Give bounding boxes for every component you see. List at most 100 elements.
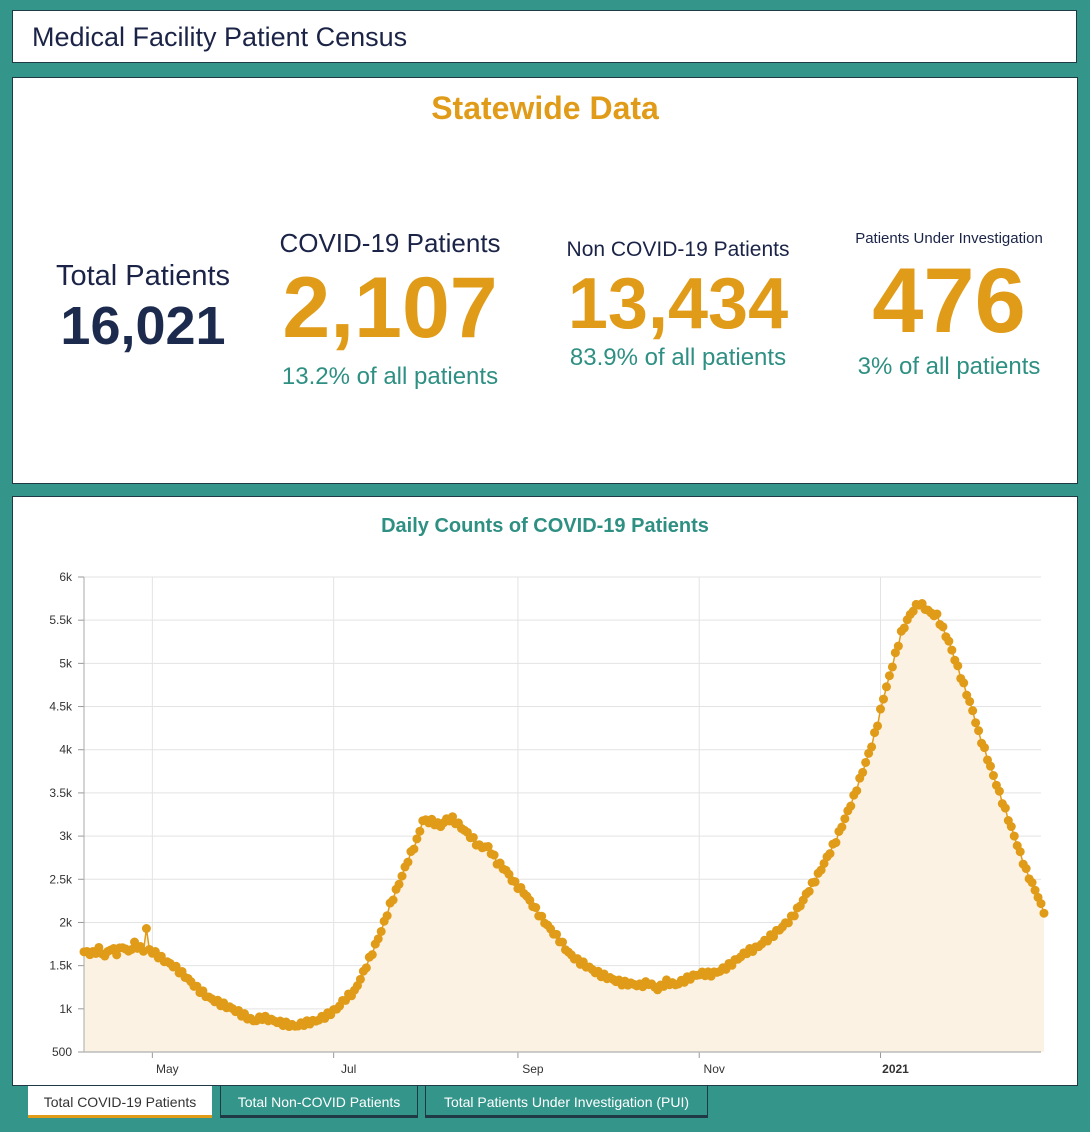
chart-points <box>79 599 1049 1032</box>
data-point <box>965 696 975 706</box>
data-point <box>825 849 835 859</box>
stat-value: 13,434 <box>567 264 789 344</box>
y-tick-label: 500 <box>52 1045 72 1059</box>
data-point <box>985 761 995 771</box>
data-point <box>837 822 847 832</box>
data-point <box>858 767 868 777</box>
data-point <box>861 757 871 767</box>
chart-title: Daily Counts of COVID-19 Patients <box>381 515 709 537</box>
data-point <box>388 895 398 905</box>
stat-percent: 13.2% of all patients <box>281 363 499 390</box>
app-title: Medical Facility Patient Census <box>32 22 408 52</box>
data-point <box>867 742 877 752</box>
stat-percent: 3% of all patients <box>857 353 1041 380</box>
series-area <box>84 603 1044 1052</box>
data-point <box>1006 822 1016 832</box>
y-tick-label: 3k <box>59 829 73 843</box>
data-point <box>1009 831 1019 841</box>
data-point <box>552 929 562 939</box>
data-point <box>403 857 413 867</box>
data-point <box>994 786 1004 796</box>
data-point <box>947 645 957 655</box>
x-tick-label: Nov <box>704 1062 725 1076</box>
x-tick-label: Jul <box>341 1062 356 1076</box>
data-point <box>887 662 897 672</box>
data-point <box>840 814 850 824</box>
stat-value: 16,021 <box>60 296 226 356</box>
data-point <box>881 682 891 692</box>
data-point <box>394 879 404 889</box>
statewide-stats-panel: Statewide Data Total Patients 16,021 COV… <box>12 77 1078 484</box>
data-point <box>537 911 547 921</box>
y-tick-label: 5k <box>59 656 73 670</box>
stat-covid-patients: COVID-19 Patients 2,107 13.2% of all pat… <box>265 228 515 391</box>
data-point <box>141 924 151 933</box>
data-point <box>510 877 520 887</box>
daily-counts-chart[interactable]: 500 1k 1.5k 2k 2.5k 3k 3.5k 4k 4.5k 5k 5.5k 6k May Ju… <box>13 497 1077 1085</box>
tab-total-pui[interactable]: Total Patients Under Investigation (PUI) <box>425 1086 708 1118</box>
data-point <box>899 623 909 633</box>
data-point <box>558 937 567 947</box>
y-tick-label: 5.5k <box>49 613 73 627</box>
data-point <box>112 950 122 960</box>
data-point <box>876 704 886 714</box>
data-point <box>974 726 984 736</box>
stat-percent: 83.9% of all patients <box>569 344 787 371</box>
data-point <box>988 771 998 781</box>
y-tick-label: 6k <box>59 570 73 584</box>
data-point <box>382 911 392 921</box>
data-point <box>1027 878 1037 888</box>
data-point <box>893 641 903 651</box>
data-point <box>804 886 814 896</box>
x-tick-label: May <box>156 1062 179 1076</box>
chart-panel: Daily Counts of COVID-19 Patients 500 1k 1… <box>12 496 1078 1086</box>
data-point <box>468 832 478 842</box>
data-point <box>783 918 793 928</box>
y-tick-label: 2k <box>59 915 73 929</box>
data-point <box>971 718 981 728</box>
data-point <box>810 877 820 887</box>
y-tick-label: 3.5k <box>49 786 73 800</box>
stat-label: COVID-19 Patients <box>279 228 501 258</box>
x-tick-label: 2021 <box>882 1062 909 1076</box>
data-point <box>968 706 978 716</box>
y-tick-label: 1.5k <box>49 959 73 973</box>
data-point <box>959 678 969 688</box>
stat-non-covid-patients: Non COVID-19 Patients 13,434 83.9% of al… <box>553 238 803 372</box>
data-point <box>1000 803 1010 813</box>
stat-value: 2,107 <box>282 260 498 356</box>
data-point <box>531 903 541 913</box>
y-tick-label: 1k <box>59 1002 73 1016</box>
data-point <box>373 934 383 944</box>
data-point <box>367 950 377 960</box>
stat-label: Non COVID-19 Patients <box>566 238 790 261</box>
chart-labels: 500 1k 1.5k 2k 2.5k 3k 3.5k 4k 4.5k 5k 5.5k 6k May Ju… <box>49 570 909 1076</box>
stat-label: Total Patients <box>55 260 231 292</box>
tab-total-non-covid[interactable]: Total Non-COVID Patients <box>220 1086 418 1118</box>
data-point <box>938 622 948 632</box>
data-point <box>1036 899 1046 909</box>
stat-label: Patients Under Investigation <box>855 230 1043 247</box>
data-point <box>831 838 841 848</box>
x-tick-label: Sep <box>522 1062 544 1076</box>
data-point <box>448 812 458 822</box>
stat-value: 476 <box>872 250 1026 352</box>
data-point <box>397 871 407 881</box>
tab-total-covid[interactable]: Total COVID-19 Patients <box>28 1086 212 1118</box>
data-point <box>932 609 942 619</box>
data-point <box>846 801 856 811</box>
stat-pui-patients: Patients Under Investigation 476 3% of a… <box>839 230 1059 381</box>
data-point <box>171 961 181 971</box>
data-point <box>789 911 799 921</box>
y-tick-label: 4k <box>59 743 73 757</box>
data-point <box>355 974 365 984</box>
data-point <box>376 926 386 936</box>
data-point <box>953 661 963 671</box>
y-tick-label: 4.5k <box>49 700 73 714</box>
data-point <box>483 842 493 852</box>
data-point <box>878 694 888 704</box>
data-point <box>852 786 862 796</box>
stat-total-patients: Total Patients 16,021 <box>33 260 253 353</box>
data-point <box>415 826 425 836</box>
data-point <box>489 850 499 860</box>
